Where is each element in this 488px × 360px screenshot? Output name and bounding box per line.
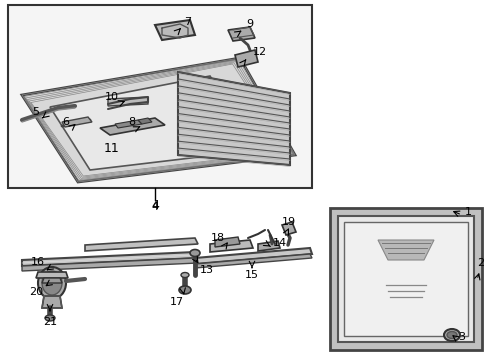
Text: 21: 21 [43,317,57,327]
Text: 18: 18 [210,233,224,243]
Text: 19: 19 [282,217,295,227]
Text: 12: 12 [252,47,266,57]
Text: 15: 15 [244,270,259,280]
Polygon shape [85,238,198,251]
Polygon shape [115,120,142,128]
Polygon shape [282,222,295,235]
Polygon shape [42,278,62,283]
Text: 7: 7 [184,17,191,27]
Text: 14: 14 [272,238,286,248]
Text: 13: 13 [200,265,214,275]
Ellipse shape [446,332,456,338]
Text: 5: 5 [32,107,40,117]
Polygon shape [155,20,195,40]
Polygon shape [377,240,433,260]
Polygon shape [329,208,481,350]
Polygon shape [42,296,62,308]
Ellipse shape [443,329,459,341]
Polygon shape [235,50,258,67]
Text: 4: 4 [151,198,159,212]
Polygon shape [195,248,311,264]
Text: 16: 16 [31,257,45,267]
Polygon shape [100,118,164,135]
Polygon shape [178,72,289,165]
Ellipse shape [45,315,55,321]
Polygon shape [195,254,311,268]
Ellipse shape [42,271,62,295]
Text: 2: 2 [476,258,484,268]
Text: 6: 6 [62,117,69,127]
Ellipse shape [179,286,191,294]
Ellipse shape [190,249,200,257]
Polygon shape [22,258,198,271]
Polygon shape [209,240,252,252]
Polygon shape [337,216,473,342]
Text: 3: 3 [458,332,465,342]
Polygon shape [36,272,68,278]
Text: 11: 11 [104,141,120,154]
Text: 20: 20 [29,287,43,297]
Polygon shape [258,241,280,251]
Polygon shape [227,27,254,41]
Ellipse shape [38,267,66,299]
Polygon shape [108,97,148,106]
Ellipse shape [181,273,189,278]
Text: 17: 17 [170,297,183,307]
Text: 1: 1 [464,207,470,217]
Text: 8: 8 [128,117,135,127]
Polygon shape [50,76,258,170]
Polygon shape [138,118,152,124]
Text: 9: 9 [246,19,253,29]
Polygon shape [343,222,467,336]
Polygon shape [215,237,240,247]
Text: 10: 10 [105,92,119,102]
Polygon shape [22,252,198,266]
Polygon shape [22,58,294,182]
Polygon shape [62,117,92,127]
Polygon shape [8,5,311,188]
Text: 4: 4 [151,202,158,212]
